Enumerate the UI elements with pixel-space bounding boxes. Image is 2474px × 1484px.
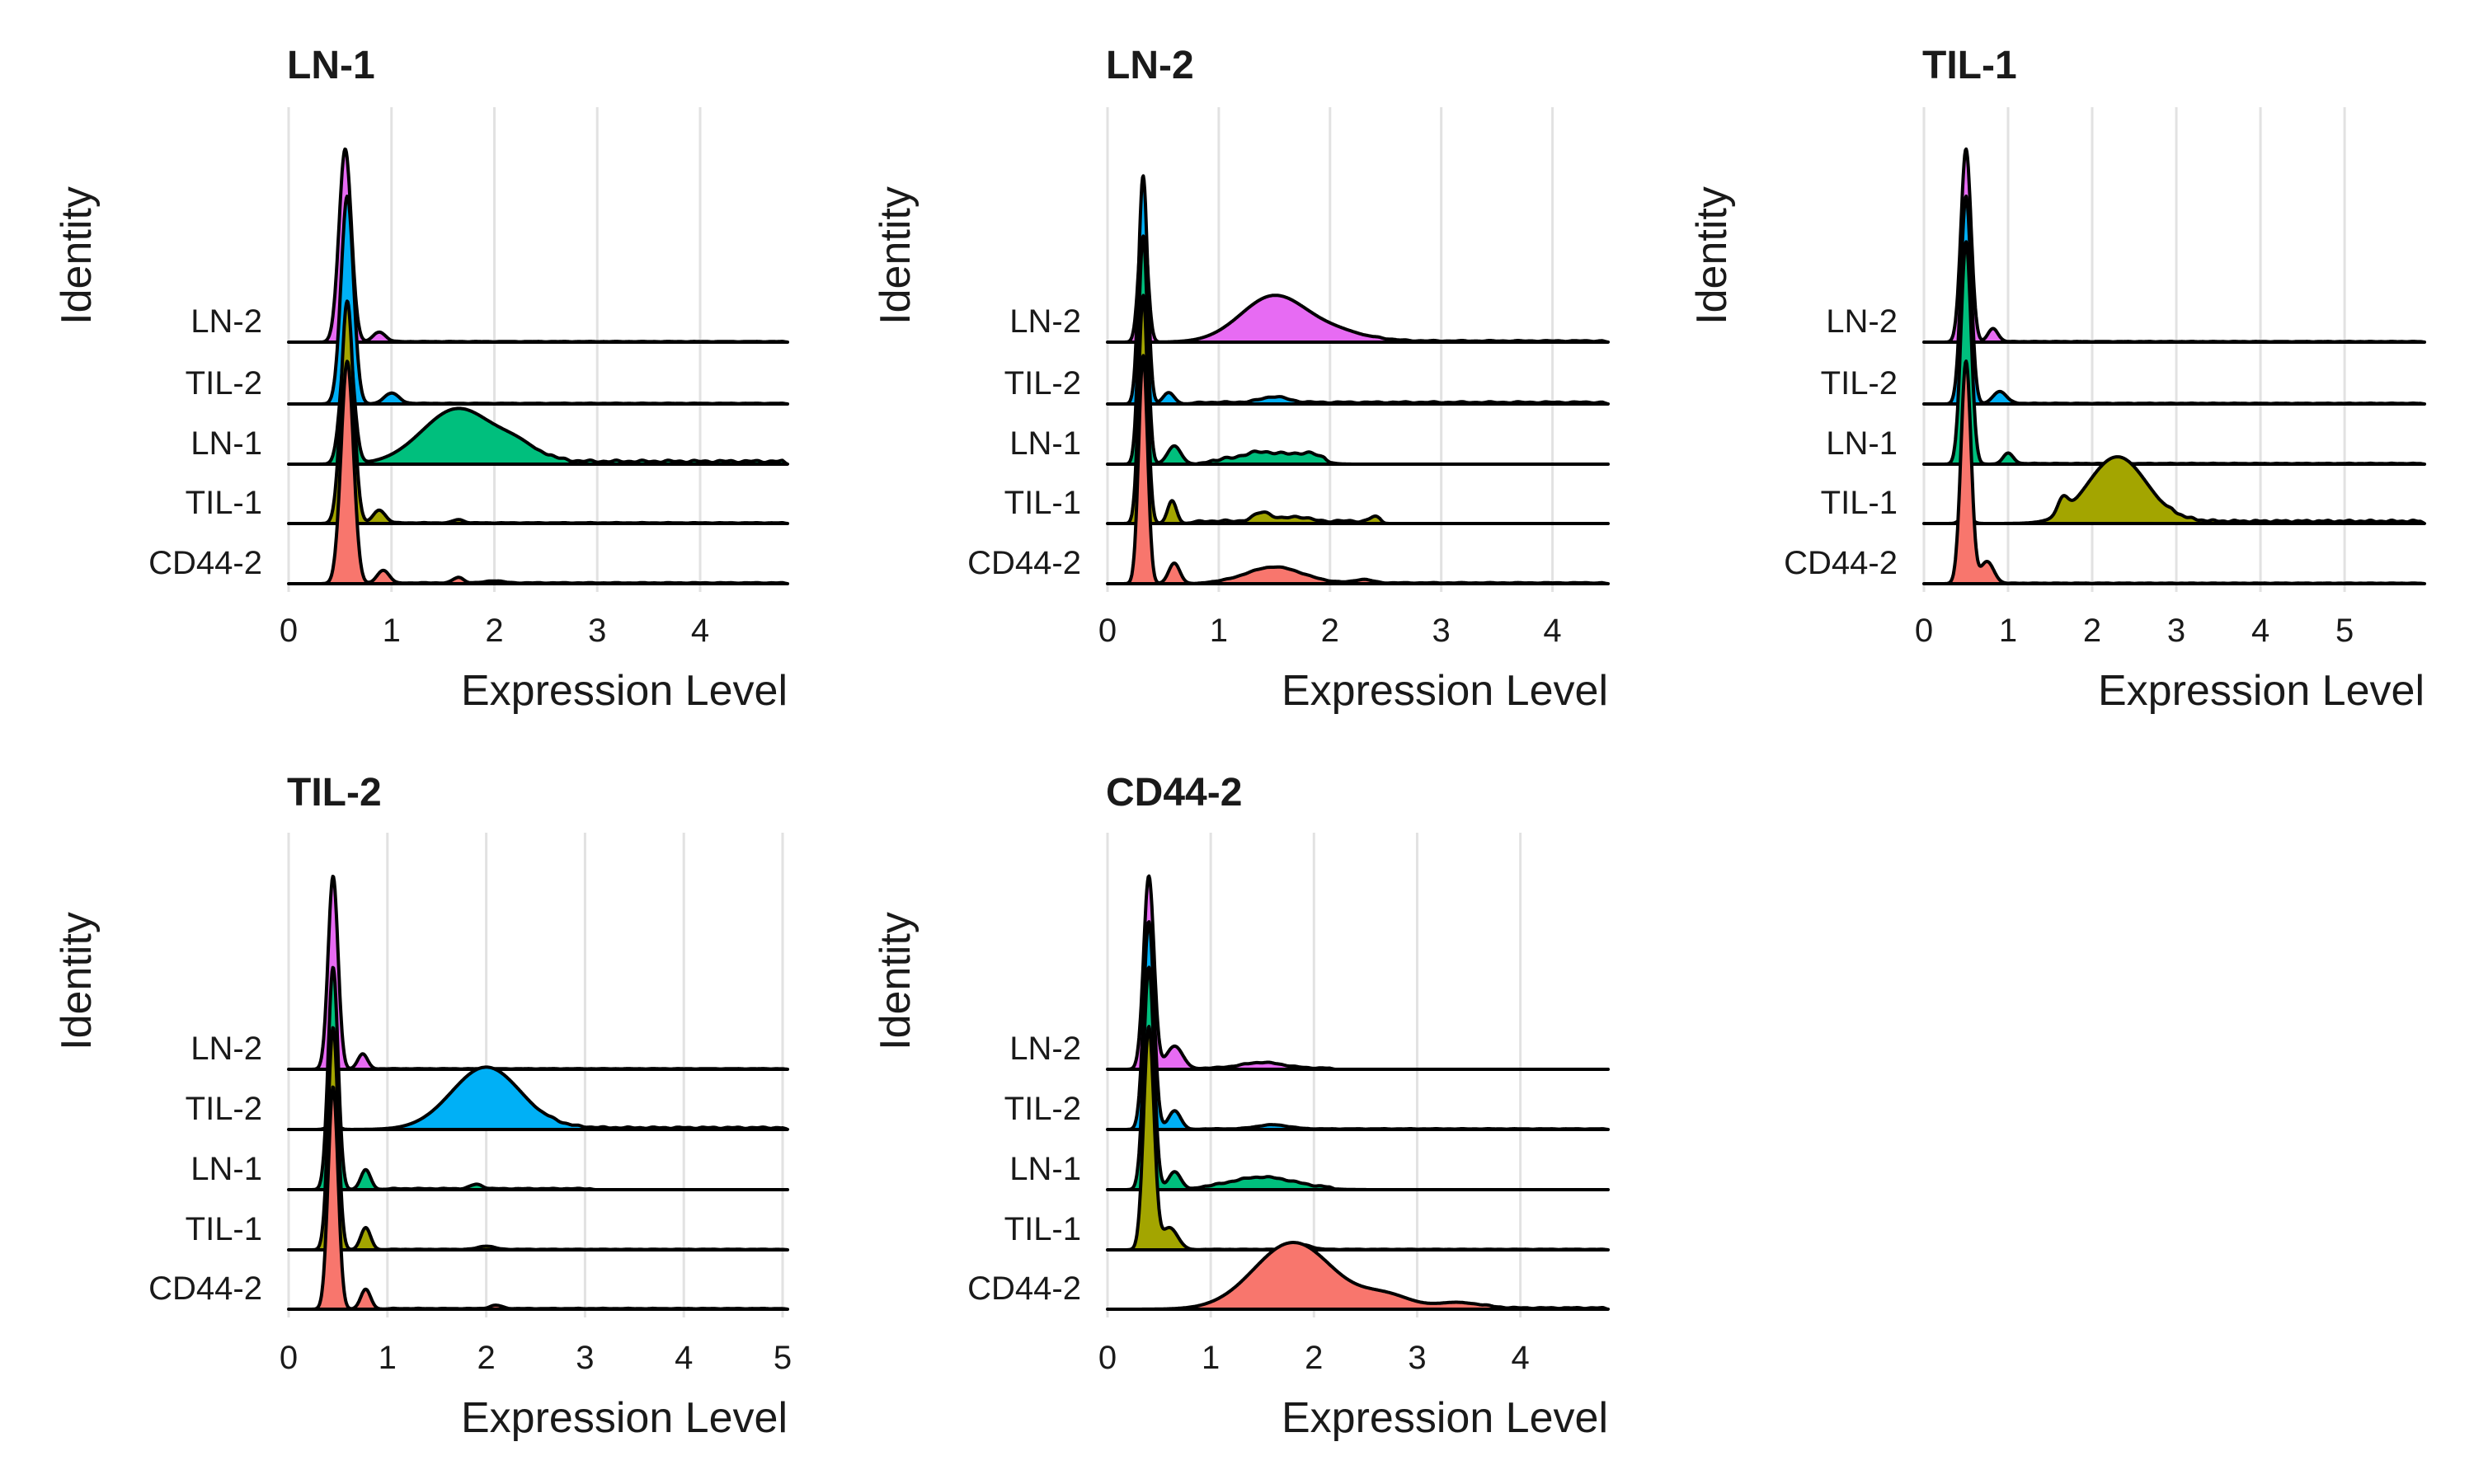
panel-title: TIL-2 bbox=[287, 771, 382, 815]
y-tick-label: TIL-1 bbox=[1821, 485, 1898, 521]
y-tick-label: TIL-2 bbox=[186, 1091, 262, 1127]
y-tick-label: LN-1 bbox=[1009, 1151, 1081, 1187]
x-tick-label: 3 bbox=[588, 613, 606, 649]
x-tick-label: 5 bbox=[774, 1340, 792, 1376]
x-tick-label: 4 bbox=[2251, 613, 2269, 649]
y-axis-label: Identity bbox=[872, 912, 920, 1050]
ridge-ln-2 bbox=[1922, 147, 2426, 344]
ridgeline-panel: LN-1 Identity LN-2 TIL-2 LN-1 TIL-1 CD44-2 0 1 2 3… bbox=[53, 44, 789, 715]
y-tick-label: CD44-2 bbox=[148, 1270, 262, 1307]
ridge-ln-2 bbox=[1106, 214, 1610, 344]
y-tick-label: TIL-1 bbox=[186, 485, 262, 521]
y-tick-label: CD44-2 bbox=[967, 545, 1081, 581]
x-axis-label: Expression Level bbox=[1282, 1394, 1608, 1442]
y-tick-label: LN-1 bbox=[190, 1151, 262, 1187]
ridge-til-2 bbox=[287, 195, 789, 406]
ridgeline-panel: TIL-1 Identity LN-2 TIL-2 LN-1 TIL-1 CD44-2 0 1 2… bbox=[1688, 44, 2426, 715]
ridge-cd44-2 bbox=[1106, 354, 1610, 585]
ridgeline-panel: TIL-2 Identity LN-2 TIL-2 LN-1 TIL-1 CD44-2 0 1 2… bbox=[53, 771, 792, 1442]
x-tick-label: 2 bbox=[1305, 1340, 1323, 1376]
x-tick-label: 0 bbox=[1915, 613, 1933, 649]
x-tick-label: 1 bbox=[379, 1340, 397, 1376]
x-tick-label: 3 bbox=[1432, 613, 1451, 649]
x-tick-label: 4 bbox=[691, 613, 709, 649]
x-tick-label: 0 bbox=[1098, 613, 1117, 649]
x-tick-label: 0 bbox=[280, 613, 298, 649]
ridge-cd44-2 bbox=[287, 1085, 789, 1311]
y-tick-label: LN-1 bbox=[1009, 425, 1081, 462]
y-axis-label: Identity bbox=[53, 186, 101, 325]
ridge-ln-2 bbox=[1106, 874, 1610, 1071]
x-tick-label: 2 bbox=[485, 613, 503, 649]
panel-title: CD44-2 bbox=[1106, 771, 1242, 815]
y-tick-label: TIL-2 bbox=[1821, 365, 1898, 402]
x-tick-label: 4 bbox=[1511, 1340, 1529, 1376]
ridge-til-2 bbox=[1106, 174, 1610, 406]
panel-title: LN-2 bbox=[1106, 44, 1194, 87]
x-axis-label: Expression Level bbox=[461, 1394, 788, 1442]
y-tick-label: LN-1 bbox=[1826, 425, 1898, 462]
x-tick-label: 2 bbox=[1321, 613, 1339, 649]
y-axis-label: Identity bbox=[1688, 186, 1736, 325]
panel-title: TIL-1 bbox=[1922, 44, 2017, 87]
ridge-cd44-2 bbox=[1106, 1241, 1610, 1311]
y-tick-label: TIL-2 bbox=[186, 365, 262, 402]
y-tick-label: LN-2 bbox=[1826, 303, 1898, 340]
x-axis-label: Expression Level bbox=[461, 667, 788, 715]
x-tick-label: 3 bbox=[576, 1340, 594, 1376]
ridge-cd44-2 bbox=[1922, 359, 2426, 585]
ridge-til-2 bbox=[1106, 920, 1610, 1131]
ridge-ln-1 bbox=[287, 965, 789, 1191]
y-tick-label: TIL-1 bbox=[1004, 485, 1081, 521]
y-tick-label: LN-2 bbox=[190, 303, 262, 340]
ridge-til-1 bbox=[287, 299, 789, 525]
x-tick-label: 2 bbox=[2083, 613, 2101, 649]
x-tick-label: 1 bbox=[1999, 613, 2017, 649]
ridge-ln-1 bbox=[1922, 240, 2426, 466]
ridge-til-1 bbox=[1922, 455, 2426, 525]
y-tick-label: CD44-2 bbox=[967, 1270, 1081, 1307]
ridgeline-panel: CD44-2 Identity LN-2 TIL-2 LN-1 TIL-1 CD44-2 0 1… bbox=[872, 771, 1610, 1442]
y-tick-label: TIL-1 bbox=[1004, 1211, 1081, 1247]
y-axis-label: Identity bbox=[53, 912, 101, 1050]
y-tick-label: CD44-2 bbox=[1784, 545, 1898, 581]
x-tick-label: 1 bbox=[1210, 613, 1228, 649]
x-tick-label: 2 bbox=[477, 1340, 495, 1376]
y-tick-label: TIL-2 bbox=[1004, 1091, 1081, 1127]
ridge-til-1 bbox=[1106, 294, 1610, 525]
ridge-til-2 bbox=[1922, 195, 2426, 406]
y-axis-label: Identity bbox=[872, 186, 920, 325]
ridge-ln-2 bbox=[287, 875, 789, 1071]
ridge-ln-1 bbox=[1106, 234, 1610, 466]
x-tick-label: 0 bbox=[1098, 1340, 1117, 1376]
ridge-ln-2 bbox=[287, 147, 789, 344]
y-tick-label: LN-2 bbox=[1009, 303, 1081, 340]
x-tick-label: 4 bbox=[1543, 613, 1561, 649]
panel-title: LN-1 bbox=[287, 44, 375, 87]
ridgeline-panel: LN-2 Identity LN-2 TIL-2 LN-1 TIL-1 CD44-2 0 1 2 3… bbox=[872, 44, 1610, 715]
x-axis-label: Expression Level bbox=[2098, 667, 2425, 715]
y-tick-label: LN-1 bbox=[190, 425, 262, 462]
x-tick-label: 0 bbox=[280, 1340, 298, 1376]
x-tick-label: 3 bbox=[2167, 613, 2185, 649]
ridge-cd44-2 bbox=[287, 359, 789, 585]
ridge-til-1 bbox=[1106, 1025, 1610, 1252]
y-tick-label: TIL-2 bbox=[1004, 365, 1081, 402]
x-tick-label: 1 bbox=[1202, 1340, 1220, 1376]
y-tick-label: TIL-1 bbox=[186, 1211, 262, 1247]
x-axis-label: Expression Level bbox=[1282, 667, 1608, 715]
x-tick-label: 4 bbox=[675, 1340, 693, 1376]
x-tick-label: 1 bbox=[383, 613, 401, 649]
ridge-til-2 bbox=[287, 1065, 789, 1131]
y-tick-label: LN-2 bbox=[1009, 1031, 1081, 1067]
x-tick-label: 3 bbox=[1408, 1340, 1426, 1376]
x-tick-label: 5 bbox=[2335, 613, 2354, 649]
y-tick-label: LN-2 bbox=[190, 1031, 262, 1067]
ridge-ln-1 bbox=[1106, 965, 1610, 1191]
y-tick-label: CD44-2 bbox=[148, 545, 262, 581]
